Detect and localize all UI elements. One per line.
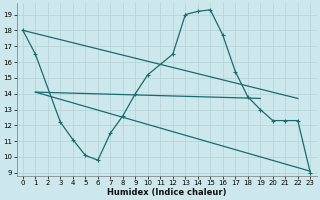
X-axis label: Humidex (Indice chaleur): Humidex (Indice chaleur) bbox=[107, 188, 226, 197]
